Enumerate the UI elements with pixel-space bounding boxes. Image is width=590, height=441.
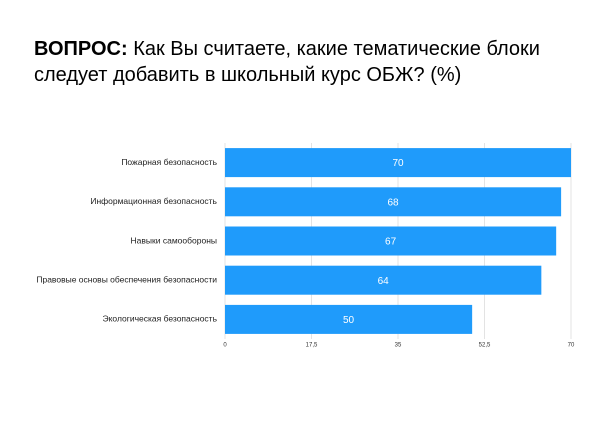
- value-label: 64: [378, 276, 390, 287]
- x-tick-label: 0: [223, 343, 227, 349]
- value-label: 68: [387, 197, 399, 208]
- bar: [225, 148, 571, 178]
- value-label: 67: [385, 237, 397, 248]
- title-text: Как Вы считаете, какие тематические блок…: [34, 38, 540, 86]
- y-tick-label: Пожарная безопасность: [121, 157, 217, 167]
- bar: [225, 265, 542, 295]
- x-tick-label: 70: [568, 343, 575, 349]
- bar: [225, 226, 557, 256]
- y-tick-label: Экологическая безопасность: [102, 314, 217, 324]
- value-label: 50: [343, 315, 355, 326]
- x-tick-label: 35: [395, 343, 402, 349]
- chart-title: ВОПРОС: Как Вы считаете, какие тематичес…: [34, 36, 564, 88]
- y-tick-label: Информационная безопасность: [90, 196, 217, 206]
- x-tick-label: 52,5: [479, 343, 491, 349]
- title-lead: ВОПРОС:: [34, 38, 128, 60]
- y-tick-label: Навыки самообороны: [131, 235, 217, 245]
- bar: [225, 304, 473, 334]
- x-tick-label: 17,5: [306, 343, 318, 349]
- bar: [225, 187, 562, 217]
- value-label: 70: [392, 158, 404, 169]
- y-tick-label: Правовые основы обеспечения безопасности: [36, 274, 217, 284]
